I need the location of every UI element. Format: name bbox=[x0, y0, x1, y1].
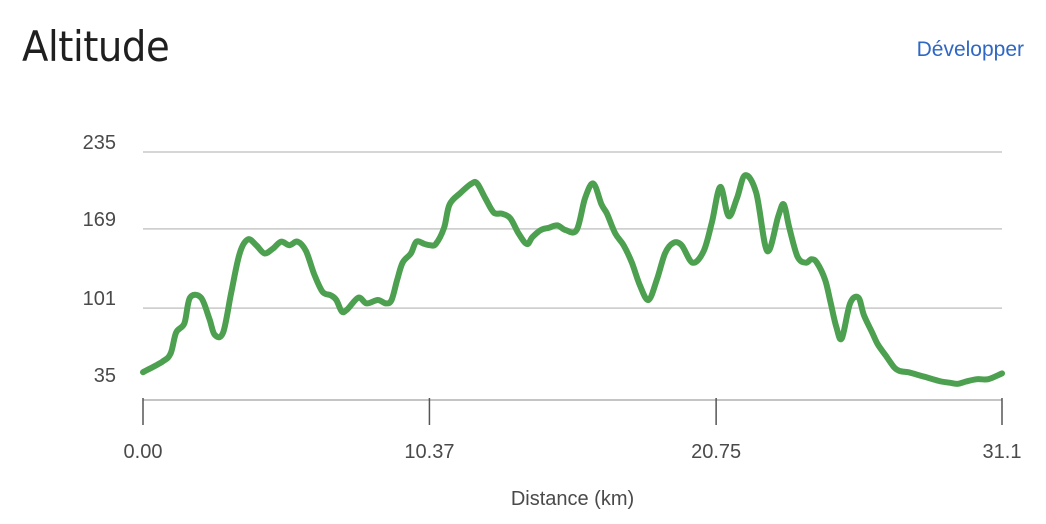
x-tick-label: 10.37 bbox=[404, 441, 454, 463]
y-axis-ticks: 235 169 101 35 bbox=[83, 132, 116, 387]
y-tick-label: 101 bbox=[83, 288, 116, 310]
y-tick-label: 235 bbox=[83, 132, 116, 154]
x-tick-label: 20.75 bbox=[691, 441, 741, 463]
x-tick-label: 0.00 bbox=[124, 441, 163, 463]
y-tick-label: 169 bbox=[83, 209, 116, 231]
x-axis-title: Distance (km) bbox=[511, 488, 634, 510]
x-tick-label: 31.1 bbox=[983, 441, 1022, 463]
x-axis: 0.00 10.37 20.75 31.1 bbox=[124, 398, 1022, 463]
page-title: Altitude bbox=[22, 22, 170, 71]
altitude-line bbox=[140, 172, 1005, 387]
y-tick-label: 35 bbox=[94, 365, 116, 387]
expand-link[interactable]: Développer bbox=[916, 38, 1024, 61]
